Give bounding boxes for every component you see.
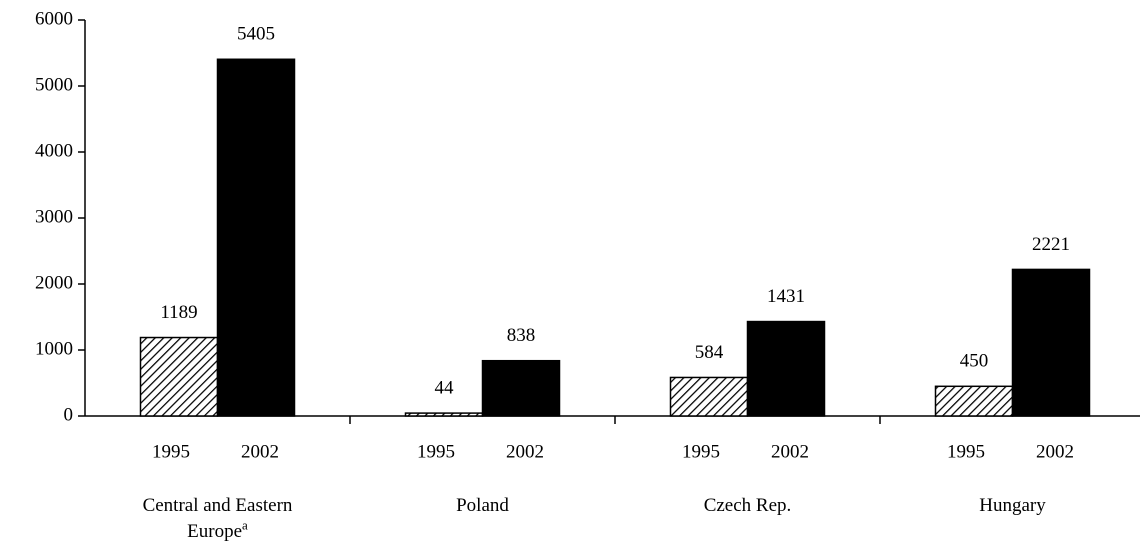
bar	[1011, 268, 1091, 417]
series-label: 2002	[771, 441, 809, 462]
bar	[481, 359, 561, 417]
bar	[934, 385, 1014, 417]
category-label: Central and Eastern Europea	[133, 493, 303, 545]
series-label: 2002	[1036, 441, 1074, 462]
y-tick-label: 5000	[35, 74, 73, 95]
category-text: Poland	[456, 495, 509, 516]
category-label: Poland	[398, 493, 568, 519]
value-label: 44	[435, 377, 455, 398]
value-label: 1431	[767, 286, 805, 307]
series-label: 1995	[152, 441, 190, 462]
value-label: 5405	[237, 24, 275, 45]
category-label: Hungary	[928, 493, 1098, 519]
value-label: 584	[695, 342, 724, 363]
series-label: 1995	[417, 441, 455, 462]
category-text: Central and Eastern Europe	[142, 495, 293, 542]
series-label: 1995	[947, 441, 985, 462]
value-label: 838	[507, 325, 536, 346]
bar	[669, 376, 749, 417]
bar	[404, 412, 484, 417]
y-tick-label: 4000	[35, 140, 73, 161]
y-tick-label: 3000	[35, 206, 73, 227]
series-label: 2002	[506, 441, 544, 462]
y-tick-label: 0	[64, 404, 74, 425]
bar	[139, 336, 219, 417]
value-label: 2221	[1032, 234, 1070, 255]
series-label: 2002	[241, 441, 279, 462]
y-tick-label: 1000	[35, 338, 73, 359]
category-text: Czech Rep.	[703, 495, 792, 516]
y-tick-label: 6000	[35, 8, 73, 29]
bar	[746, 320, 826, 417]
value-label: 450	[960, 351, 989, 372]
y-tick-label: 2000	[35, 272, 73, 293]
category-label: Czech Rep.	[663, 493, 833, 519]
bar	[216, 58, 296, 417]
value-label: 1189	[160, 302, 197, 323]
series-label: 1995	[682, 441, 720, 462]
footnote-mark: a	[242, 517, 248, 533]
category-text: Hungary	[979, 495, 1046, 516]
